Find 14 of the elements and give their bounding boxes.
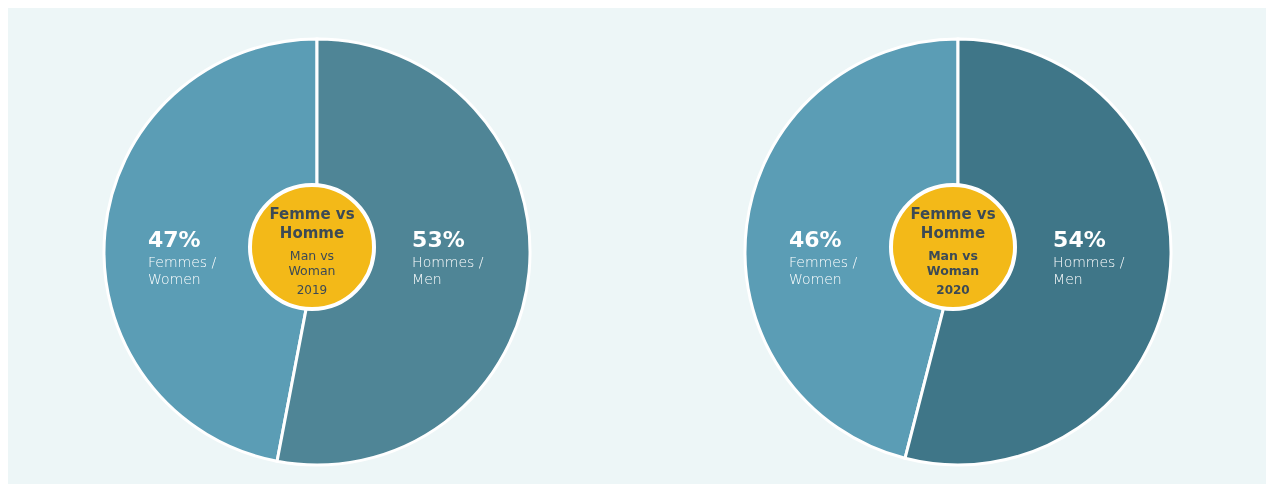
slice-label: Hommes / Men <box>412 254 484 287</box>
text: Femme vs Homme <box>910 205 996 242</box>
text: Man vs Woman <box>288 248 336 278</box>
text: 2020 <box>936 283 970 297</box>
data-label: 53% <box>412 227 465 252</box>
slice-label: Femmes / Women <box>147 254 217 287</box>
slice-label: Hommes / Men <box>1053 254 1125 287</box>
text: 2019 <box>296 283 328 297</box>
data-label: 46% <box>788 227 842 252</box>
data-label: 54% <box>1053 227 1106 252</box>
text: Man vs Woman <box>926 248 980 278</box>
slice-label: Femmes / Women <box>788 254 858 287</box>
data-label: 47% <box>147 227 201 252</box>
text: Femme vs Homme <box>269 205 355 242</box>
